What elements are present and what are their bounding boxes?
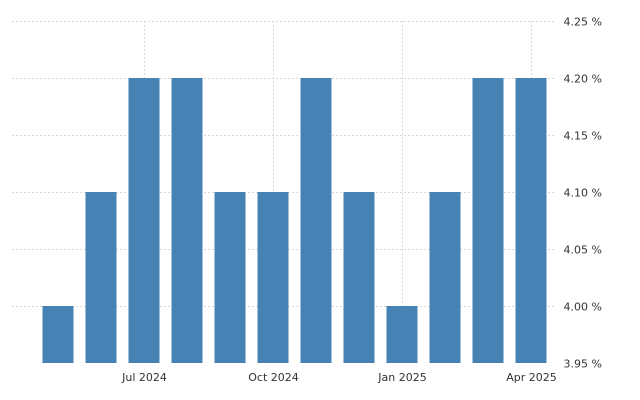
y-gridlines: [12, 21, 555, 307]
x-tick-label: Apr 2025: [506, 371, 557, 384]
x-tick-label: Jan 2025: [377, 371, 426, 384]
y-tick-label: 4.25 %: [564, 16, 602, 29]
x-tick-label: Oct 2024: [248, 371, 299, 384]
bar-2025-01[interactable]: [386, 306, 418, 363]
bars: [42, 78, 547, 363]
bar-2024-10[interactable]: [257, 192, 289, 363]
bar-2025-03[interactable]: [472, 78, 504, 363]
y-tick-label: 4.20 %: [564, 73, 602, 86]
y-tick-label: 3.95 %: [564, 358, 602, 371]
x-tick-label: Jul 2024: [121, 371, 167, 384]
bar-2024-11[interactable]: [300, 78, 332, 363]
bar-2024-06[interactable]: [85, 192, 117, 363]
bar-2024-08[interactable]: [171, 78, 203, 363]
y-tick-label: 4.00 %: [564, 301, 602, 314]
y-tick-label: 4.05 %: [564, 244, 602, 257]
bar-2024-05[interactable]: [42, 306, 74, 363]
bar-2025-02[interactable]: [429, 192, 461, 363]
bar-2024-09[interactable]: [214, 192, 246, 363]
x-axis-labels: Jul 2024 Oct 2024 Jan 2025 Apr 2025: [121, 371, 557, 384]
bar-2024-07[interactable]: [128, 78, 160, 363]
bar-2024-12[interactable]: [343, 192, 375, 363]
bar-2025-04[interactable]: [515, 78, 547, 363]
y-tick-label: 4.15 %: [564, 130, 602, 143]
y-tick-label: 4.10 %: [564, 187, 602, 200]
y-axis-labels: 3.95 % 4.00 % 4.05 % 4.10 % 4.15 % 4.20 % 4.25…: [564, 16, 602, 371]
